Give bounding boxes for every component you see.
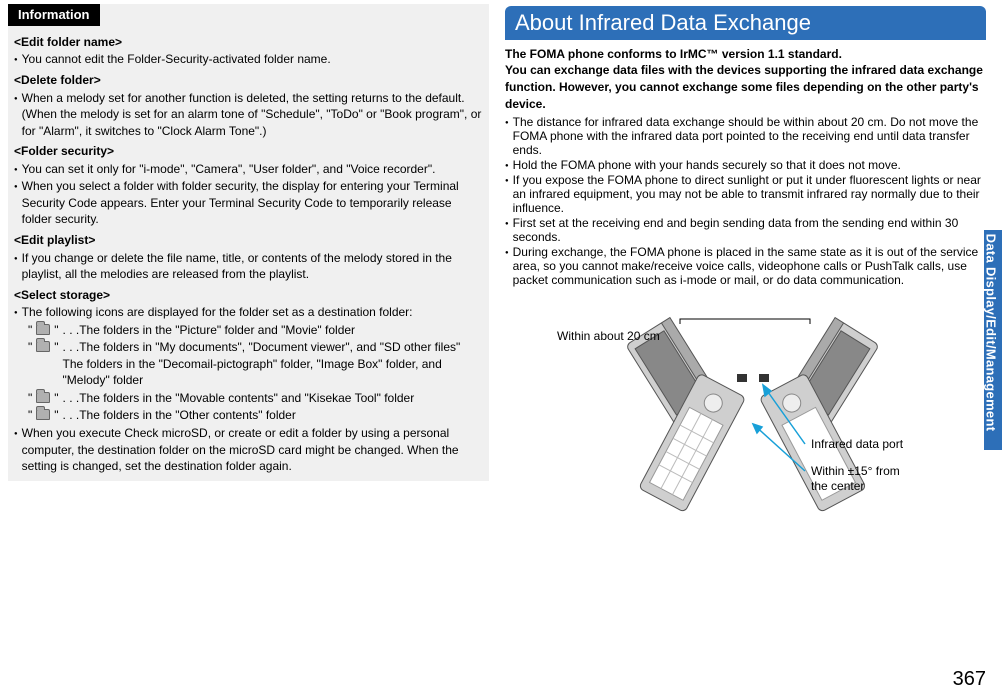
bullet-icon [505,245,509,259]
open-quote: " [28,339,32,356]
bullet-icon [505,216,509,230]
icon-row-text: . . .The folders in "My documents", "Doc… [63,339,483,389]
infrared-diagram: Within about 20 cm Infrared data port Wi… [505,299,965,529]
bullet-row: The distance for infrared data exchange … [505,115,986,157]
bullet-text: First set at the receiving end and begin… [513,216,986,244]
open-quote: " [28,322,32,339]
bullet-icon [505,115,509,129]
bullet-icon [14,250,18,267]
bullet-icon [505,173,509,187]
storage-icon-row: " " . . .The folders in the "Picture" fo… [28,322,483,339]
folder-icon [36,341,50,352]
bullet-icon [14,425,18,442]
bullet-icon [14,51,18,68]
storage-icon-row: " " . . .The folders in the "Movable con… [28,390,483,407]
bullet-row: If you change or delete the file name, t… [14,250,483,283]
bullet-row: Hold the FOMA phone with your hands secu… [505,158,986,172]
bullet-row: If you expose the FOMA phone to direct s… [505,173,986,215]
side-tab-label: Data Display/Edit/Management [984,234,999,432]
bullet-text: If you expose the FOMA phone to direct s… [513,173,986,215]
subhead-edit-playlist: <Edit playlist> [14,232,483,249]
close-quote: " [54,322,58,339]
bullet-row: During exchange, the FOMA phone is place… [505,245,986,287]
open-quote: " [28,407,32,424]
storage-icon-row: " " . . .The folders in the "Other conte… [28,407,483,424]
subhead-delete-folder: <Delete folder> [14,72,483,89]
bullet-row: The following icons are displayed for th… [14,304,483,321]
bullet-text: The following icons are displayed for th… [22,304,483,321]
bullet-row: When you select a folder with folder sec… [14,178,483,228]
information-box: Information <Edit folder name> You canno… [8,4,489,481]
close-quote: " [54,390,58,407]
bullet-text: Hold the FOMA phone with your hands secu… [513,158,986,172]
page-number: 367 [953,668,986,691]
bullet-icon [14,304,18,321]
bullet-text: You cannot edit the Folder-Security-acti… [22,51,483,68]
bullet-row: You can set it only for "i-mode", "Camer… [14,161,483,178]
bullet-text: You can set it only for "i-mode", "Camer… [22,161,483,178]
bullet-row: When a melody set for another function i… [14,90,483,140]
bullet-icon [14,178,18,195]
icon-row-text: . . .The folders in the "Other contents"… [63,407,483,424]
folder-icon [36,324,50,335]
right-column: About Infrared Data Exchange The FOMA ph… [505,4,986,529]
close-quote: " [54,407,58,424]
bullet-text: When you execute Check microSD, or creat… [22,425,483,475]
bullet-text: When you select a folder with folder sec… [22,178,483,228]
section-title: About Infrared Data Exchange [505,6,986,40]
icon-row-text: . . .The folders in the "Movable content… [63,390,483,407]
label-port: Infrared data port [811,437,903,451]
folder-icon [36,409,50,420]
bullet-icon [14,161,18,178]
close-quote: " [54,339,58,356]
label-angle-line2: the center [811,479,864,493]
information-header: Information [8,4,100,26]
bullet-row: You cannot edit the Folder-Security-acti… [14,51,483,68]
icon-row-text: . . .The folders in the "Picture" folder… [63,322,483,339]
bullet-text: The distance for infrared data exchange … [513,115,986,157]
subhead-edit-folder-name: <Edit folder name> [14,34,483,51]
page-body: Information <Edit folder name> You canno… [0,0,1004,529]
storage-icon-row: " " . . .The folders in "My documents", … [28,339,483,389]
subhead-folder-security: <Folder security> [14,143,483,160]
bullet-row: When you execute Check microSD, or creat… [14,425,483,475]
bullet-text: During exchange, the FOMA phone is place… [513,245,986,287]
left-column: Information <Edit folder name> You canno… [8,4,489,529]
bullet-icon [14,90,18,107]
open-quote: " [28,390,32,407]
intro-bold: The FOMA phone conforms to IrMC™ version… [505,46,986,113]
subhead-select-storage: <Select storage> [14,287,483,304]
label-angle-line1: Within ±15° from [811,464,900,478]
label-distance: Within about 20 cm [557,329,660,343]
bullet-text: If you change or delete the file name, t… [22,250,483,283]
folder-icon [36,392,50,403]
bullet-text: When a melody set for another function i… [22,90,483,140]
bullet-icon [505,158,509,172]
bullet-row: First set at the receiving end and begin… [505,216,986,244]
